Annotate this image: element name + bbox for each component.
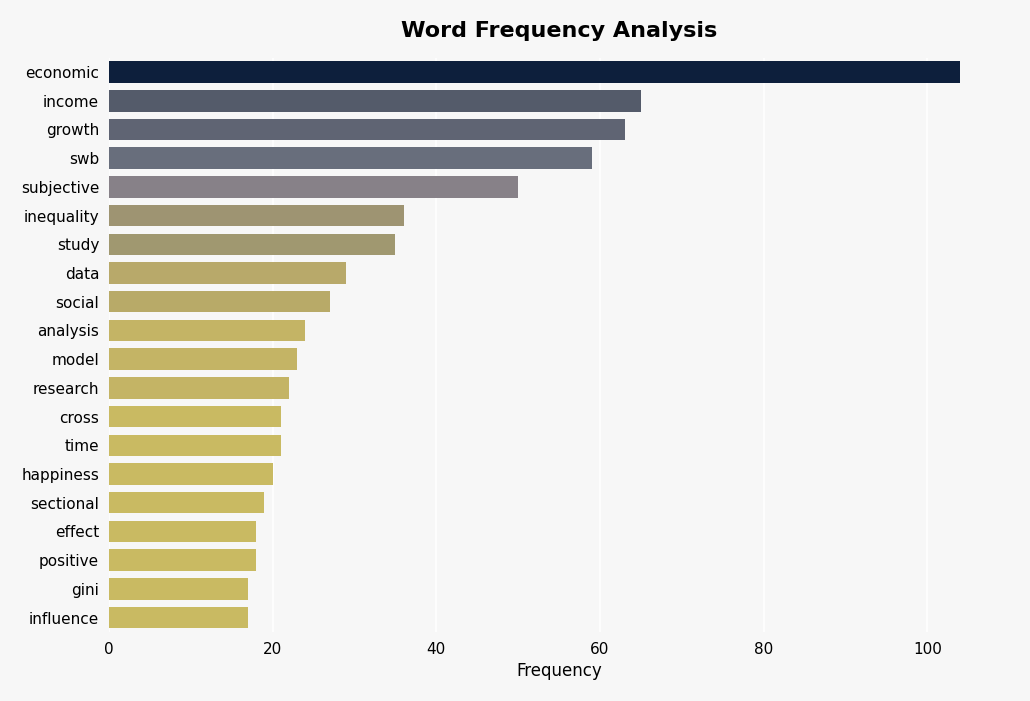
Title: Word Frequency Analysis: Word Frequency Analysis <box>401 21 717 41</box>
Bar <box>109 492 265 513</box>
X-axis label: Frequency: Frequency <box>516 662 602 680</box>
Bar <box>109 233 396 255</box>
Bar <box>109 521 256 542</box>
Bar <box>109 118 624 140</box>
Bar <box>109 348 298 370</box>
Bar <box>109 291 330 313</box>
Bar <box>109 406 281 428</box>
Bar <box>109 147 592 169</box>
Bar <box>109 61 960 83</box>
Bar <box>109 176 518 198</box>
Bar <box>109 90 641 111</box>
Bar <box>109 435 281 456</box>
Bar <box>109 607 248 628</box>
Bar <box>109 578 248 599</box>
Bar <box>109 205 404 226</box>
Bar <box>109 377 289 399</box>
Bar <box>109 463 273 485</box>
Bar <box>109 320 305 341</box>
Bar <box>109 262 346 284</box>
Bar <box>109 550 256 571</box>
